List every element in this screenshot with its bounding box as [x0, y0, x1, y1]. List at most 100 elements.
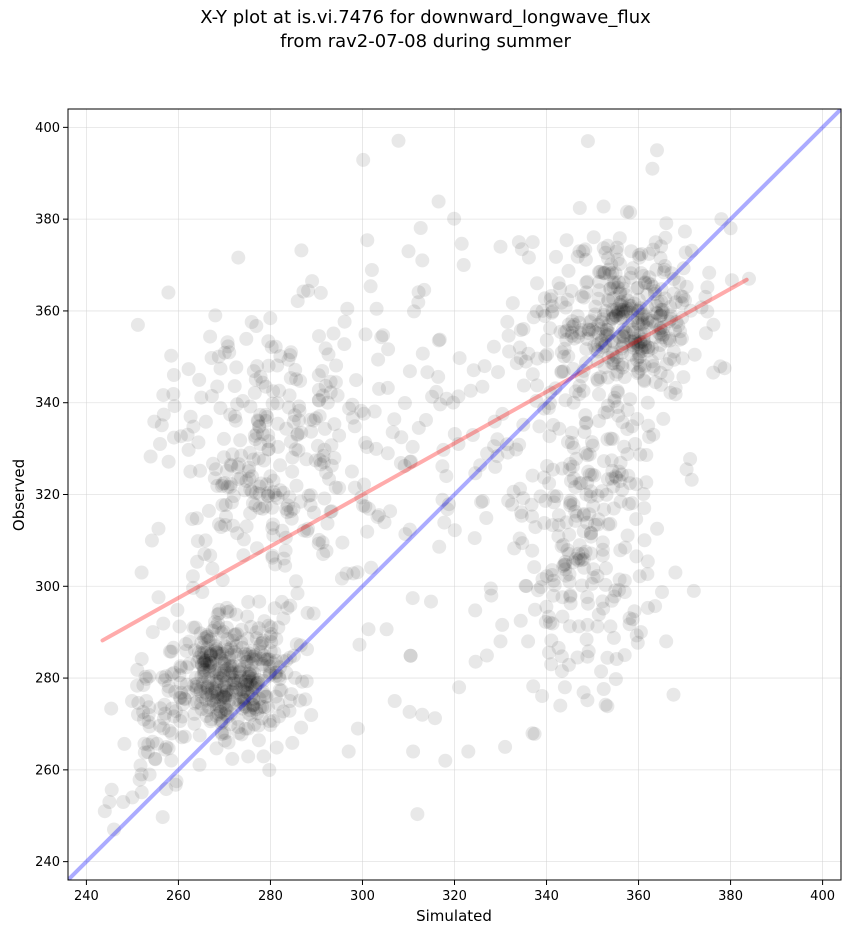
data-point: [385, 425, 400, 440]
data-point: [136, 705, 151, 719]
data-point: [234, 622, 249, 637]
data-point: [255, 635, 270, 650]
data-point: [223, 457, 238, 472]
data-point: [196, 660, 211, 675]
data-point: [250, 675, 265, 690]
data-point: [637, 275, 652, 290]
data-point: [187, 643, 202, 658]
data-point: [566, 497, 581, 512]
data-point: [500, 437, 515, 452]
data-point: [360, 233, 375, 248]
data-point: [554, 365, 569, 379]
data-point: [594, 321, 609, 336]
data-point: [194, 635, 209, 650]
data-point: [578, 416, 593, 431]
data-point: [347, 419, 362, 434]
data-point: [639, 320, 654, 335]
data-point: [217, 678, 232, 693]
data-point: [202, 659, 217, 674]
data-point: [558, 562, 573, 577]
data-point: [276, 654, 290, 669]
data-point: [276, 485, 291, 500]
data-point: [290, 586, 305, 601]
data-point: [272, 669, 287, 684]
data-point: [678, 245, 693, 260]
data-point: [203, 548, 218, 563]
data-point: [662, 314, 677, 329]
data-point: [304, 424, 319, 439]
data-point: [622, 298, 637, 313]
data-point: [439, 469, 454, 484]
data-point: [623, 305, 638, 320]
data-point: [218, 701, 233, 716]
data-point: [527, 560, 542, 575]
data-point: [398, 527, 413, 542]
data-point: [207, 697, 222, 712]
data-point: [279, 501, 294, 516]
data-point: [263, 311, 278, 326]
data-point: [699, 326, 713, 341]
data-point: [199, 630, 214, 645]
data-point: [178, 692, 192, 707]
data-point: [526, 679, 541, 694]
data-point: [329, 358, 344, 373]
data-point: [344, 464, 359, 479]
data-point: [603, 516, 618, 531]
data-point: [186, 580, 201, 595]
data-point: [655, 330, 670, 345]
data-point: [675, 351, 690, 366]
data-point: [252, 594, 267, 609]
data-point: [152, 718, 167, 733]
data-point: [605, 345, 620, 360]
data-point: [637, 327, 652, 342]
data-point: [578, 544, 593, 559]
data-point: [646, 362, 661, 377]
data-point: [216, 669, 231, 684]
data-point: [574, 476, 589, 491]
data-point: [608, 266, 623, 281]
y-axis-label: Observed: [10, 459, 28, 531]
data-point: [226, 518, 240, 533]
data-point: [672, 275, 687, 290]
data-point: [251, 621, 266, 636]
data-point: [155, 810, 170, 825]
data-point: [717, 361, 732, 376]
data-point: [198, 654, 213, 668]
data-point: [204, 389, 219, 403]
data-point: [549, 489, 564, 504]
data-point: [440, 502, 455, 517]
data-point: [631, 317, 646, 332]
data-point: [556, 364, 571, 379]
data-point: [199, 692, 214, 707]
data-point: [650, 143, 664, 158]
data-point: [621, 497, 636, 511]
data-point: [367, 404, 382, 419]
data-point: [655, 585, 669, 599]
data-point: [525, 543, 540, 558]
data-point: [410, 807, 425, 822]
data-point: [610, 385, 625, 400]
data-point: [167, 665, 182, 680]
data-point: [608, 308, 623, 323]
data-point: [236, 697, 251, 711]
data-point: [326, 326, 341, 341]
data-point: [312, 532, 327, 547]
data-point: [595, 340, 610, 355]
data-point: [590, 488, 605, 503]
data-point: [580, 448, 595, 463]
data-point: [231, 250, 246, 265]
data-point: [406, 744, 421, 759]
data-point: [278, 530, 293, 545]
data-point: [605, 265, 620, 280]
data-point: [431, 333, 446, 348]
data-point: [565, 314, 580, 329]
data-point: [687, 347, 702, 362]
data-point: [603, 431, 618, 446]
data-point: [428, 711, 442, 726]
data-point: [479, 511, 494, 525]
data-point: [611, 305, 626, 320]
data-point: [151, 521, 166, 536]
data-point: [603, 281, 618, 296]
data-point: [245, 685, 260, 700]
data-point: [598, 303, 613, 318]
